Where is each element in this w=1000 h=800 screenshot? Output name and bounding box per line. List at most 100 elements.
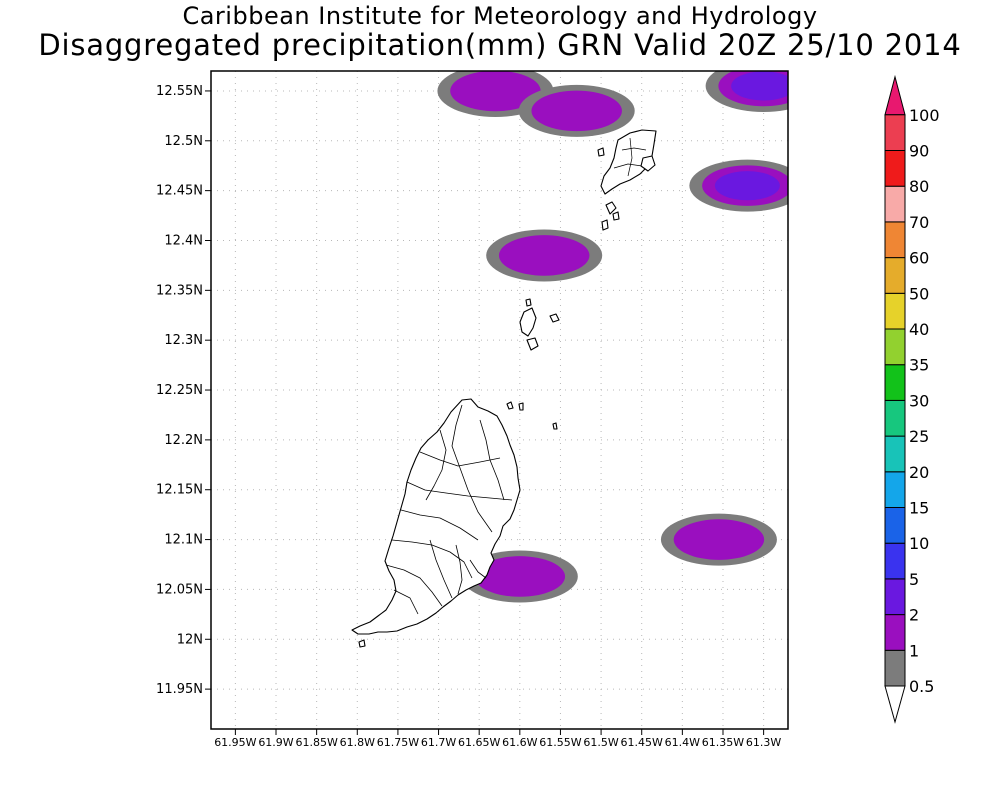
x-tick-label: 61.45W <box>621 736 663 749</box>
islet-8 <box>518 402 524 411</box>
carriacou-island <box>600 129 657 195</box>
islet-9 <box>552 422 558 430</box>
y-axis-ticks: 11.95N 12N 12.05N 12.1N 12.15N 12.2N 12.25N 12.… <box>156 84 211 697</box>
precip-band <box>531 90 622 132</box>
colorbar-segment <box>884 364 906 401</box>
y-tick-label: 12.05N <box>156 582 203 597</box>
y-tick-label: 12.55N <box>156 84 203 99</box>
plot-frame <box>210 70 789 730</box>
precip-cell <box>689 159 788 212</box>
y-tick-label: 12N <box>177 632 203 647</box>
precip-cell <box>705 71 788 112</box>
x-axis-ticks: 61.95W 61.9W 61.85W 61.8W 61.75W 61.7W 61.65W 6… <box>214 729 781 749</box>
colorbar-top-arrow <box>884 74 906 116</box>
colorbar-label: 50 <box>909 284 929 303</box>
colorbar-segment <box>884 614 906 651</box>
colorbar-label: 35 <box>909 356 929 375</box>
y-tick-label: 12.35N <box>156 283 203 298</box>
colorbar-segment <box>884 649 906 687</box>
colorbar-segment <box>884 185 906 223</box>
islet-3 <box>612 211 620 221</box>
x-tick-label: 61.8W <box>340 736 375 749</box>
colorbar-label: 80 <box>909 177 929 196</box>
islet-2 <box>601 219 609 231</box>
islet-10 <box>358 639 366 648</box>
y-tick-label: 12.2N <box>164 433 203 448</box>
colorbar-segment <box>884 507 906 544</box>
colorbar-label: 1 <box>909 641 919 660</box>
y-tick-label: 12.1N <box>164 533 203 548</box>
islet-11 <box>597 147 605 157</box>
precip-band <box>714 171 780 201</box>
colorbar-segment <box>884 328 906 366</box>
y-tick-label: 12.3N <box>164 333 203 348</box>
colorbar-label: 2 <box>909 606 919 625</box>
x-tick-label: 61.75W <box>377 736 419 749</box>
carriacou-boundaries <box>613 137 647 177</box>
colorbar-segment <box>884 542 906 580</box>
islet-1 <box>605 201 617 215</box>
precip-band <box>474 556 566 597</box>
islet-7 <box>506 401 514 410</box>
colorbar-label: 60 <box>909 249 929 268</box>
colorbar-label: 70 <box>909 213 929 232</box>
precip-band <box>673 519 765 560</box>
y-tick-label: 12.45N <box>156 184 203 199</box>
colorbar-label: 0.5 <box>909 677 934 696</box>
precip-band <box>450 71 541 112</box>
islet-6 <box>525 298 532 307</box>
x-tick-label: 61.3W <box>746 736 781 749</box>
islet-5 <box>549 313 560 323</box>
y-tick-label: 12.25N <box>156 383 203 398</box>
colorbar-segment <box>884 221 906 259</box>
x-tick-label: 61.7W <box>421 736 456 749</box>
grenada-island <box>351 398 521 635</box>
x-tick-label: 61.35W <box>702 736 744 749</box>
precip-cell <box>660 513 777 566</box>
islet-4 <box>526 337 539 351</box>
x-tick-label: 61.95W <box>214 736 256 749</box>
x-tick-label: 61.55W <box>539 736 581 749</box>
x-tick-label: 61.5W <box>583 736 618 749</box>
colorbar-segment <box>884 150 906 187</box>
page-subtitle: Disaggregated precipitation(mm) GRN Vali… <box>38 28 962 62</box>
y-tick-label: 12.15N <box>156 483 203 498</box>
colorbar-segment <box>884 257 906 294</box>
grid-lines <box>211 71 788 729</box>
colorbar-segment <box>884 471 906 508</box>
colorbar-segment <box>884 292 906 330</box>
y-tick-label: 11.95N <box>156 682 203 697</box>
page-title: Caribbean Institute for Meteorology and … <box>182 2 818 30</box>
colorbar-label: 100 <box>909 106 940 125</box>
ronde-island <box>519 307 537 337</box>
y-tick-label: 12.4N <box>164 233 203 248</box>
precip-band <box>731 71 788 101</box>
colorbar-segment <box>884 399 906 437</box>
colorbar-label: 15 <box>909 499 929 518</box>
x-tick-label: 61.4W <box>665 736 700 749</box>
precip-band <box>498 235 590 276</box>
petite-martinique <box>640 155 656 172</box>
colorbar-label: 90 <box>909 142 929 161</box>
x-tick-label: 61.85W <box>295 736 337 749</box>
colorbar-label: 20 <box>909 463 929 482</box>
y-tick-label: 12.5N <box>164 134 203 149</box>
x-tick-label: 61.6W <box>502 736 537 749</box>
plot-background <box>211 71 788 729</box>
colorbar-label: 10 <box>909 534 929 553</box>
x-tick-label: 61.65W <box>458 736 500 749</box>
colorbar-segment <box>884 578 906 616</box>
colorbar-segment <box>884 114 906 152</box>
x-tick-label: 61.9W <box>258 736 293 749</box>
precip-cell <box>486 229 603 282</box>
parish-boundaries <box>385 404 513 615</box>
colorbar-bottom-arrow <box>884 685 906 724</box>
colorbar-segment <box>884 435 906 473</box>
colorbar-label: 5 <box>909 570 919 589</box>
colorbar-label: 40 <box>909 320 929 339</box>
colorbar-label: 30 <box>909 391 929 410</box>
colorbar-label: 25 <box>909 427 929 446</box>
precip-cell <box>518 84 635 137</box>
